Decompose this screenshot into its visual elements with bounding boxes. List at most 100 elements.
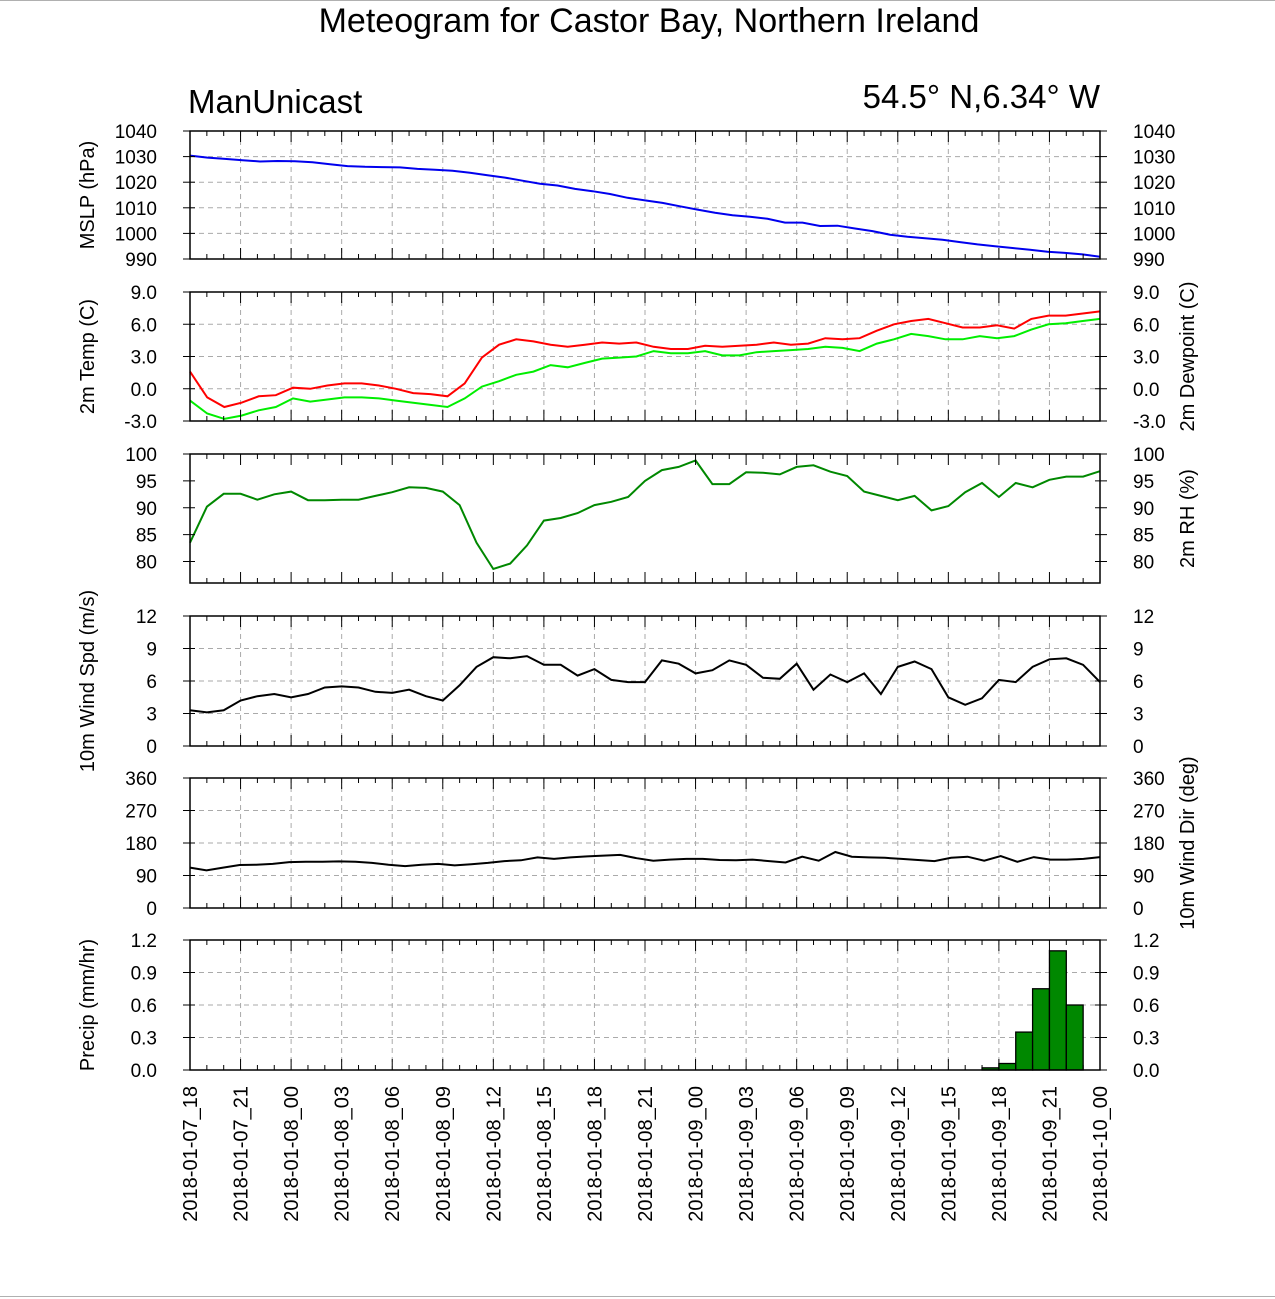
x-tick-label: 2018-01-08_12 xyxy=(483,1086,505,1222)
y-tick-label-right: 3.0 xyxy=(1133,348,1159,369)
x-tick-label: 2018-01-09_03 xyxy=(736,1086,758,1222)
y-tick-label-right: 0.0 xyxy=(1133,1061,1159,1082)
y-tick-label-left: 95 xyxy=(136,472,157,493)
y-tick-label-left: -3.0 xyxy=(124,412,157,433)
x-tick-label: 2018-01-09_15 xyxy=(938,1086,960,1222)
y-tick-label-right: -3.0 xyxy=(1133,412,1166,433)
panel-frame xyxy=(189,453,1101,584)
panel-0: 990 990 1000 1000 1010 1010 1020 1020 1030 1030 10… xyxy=(77,122,1175,271)
precip-bar xyxy=(1048,950,1067,1071)
y-tick-label-right: 270 xyxy=(1133,802,1165,823)
y-tick-label-left: 6 xyxy=(146,672,157,693)
x-tick-label: 2018-01-09_21 xyxy=(1039,1086,1061,1222)
y-tick-label-right: 1040 xyxy=(1133,122,1175,143)
x-tick-label: 2018-01-08_18 xyxy=(584,1086,606,1222)
y-tick-label-right: 0.0 xyxy=(1133,380,1159,401)
y-tick-label-left: 90 xyxy=(136,867,157,888)
panel-3: 0 0 3 3 6 6 9 9 12 12 10m Wind Spd (m/s) xyxy=(77,590,1154,772)
x-tick-label: 2018-01-09_06 xyxy=(787,1086,809,1222)
y-tick-label-left: 0.0 xyxy=(131,380,157,401)
x-tick-labels: 2018-01-07_18 2018-01-07_21 2018-01-08_00 2… xyxy=(180,1086,1112,1222)
y-tick-label-right: 9.0 xyxy=(1133,283,1159,304)
panel-5: 0.0 0.0 0.3 0.3 0.6 0.6 0.9 0.9 1.2 1.2 Precip (mm… xyxy=(77,931,1159,1082)
x-tick-label: 2018-01-08_03 xyxy=(332,1086,354,1222)
window-bottom-edge xyxy=(0,1296,1275,1297)
y-tick-label-right: 12 xyxy=(1133,607,1154,628)
y-tick-label-right: 85 xyxy=(1133,526,1154,547)
panel-4: 0 0 90 90 180 180 270 270 360 360 10m Wind Dir (de… xyxy=(125,756,1199,929)
y-tick-label-left: 0.6 xyxy=(131,996,157,1017)
y-tick-label-left: 0.3 xyxy=(131,1029,157,1050)
x-tick-label: 2018-01-09_18 xyxy=(989,1086,1011,1222)
x-tick-label: 2018-01-10_00 xyxy=(1090,1086,1112,1222)
precip-bar xyxy=(1015,1031,1034,1071)
y-axis-label-left: 2m Temp (C) xyxy=(77,299,99,414)
x-tick-label: 2018-01-07_21 xyxy=(231,1086,253,1222)
y-axis-label-left: 10m Wind Spd (m/s) xyxy=(77,590,99,772)
y-tick-label-left: 90 xyxy=(136,499,157,520)
precip-bar xyxy=(1031,988,1051,1071)
y-tick-label-left: 0 xyxy=(146,737,157,758)
y-tick-label-right: 1000 xyxy=(1133,224,1175,245)
y-tick-label-left: 270 xyxy=(125,802,157,823)
window-top-edge xyxy=(0,0,1275,1)
y-axis-label-right: 2m Dewpoint (C) xyxy=(1177,281,1199,431)
y-tick-label-left: 0.0 xyxy=(131,1061,157,1082)
series-line-0 xyxy=(189,310,1101,409)
x-tick-label: 2018-01-08_21 xyxy=(635,1086,657,1222)
y-tick-label-left: 1020 xyxy=(115,173,157,194)
location-label: 54.5° N,6.34° W xyxy=(863,78,1101,115)
y-tick-label-right: 6.0 xyxy=(1133,315,1159,336)
y-tick-label-right: 0 xyxy=(1133,899,1144,920)
precip-bar xyxy=(1065,1004,1084,1071)
x-tick-label: 2018-01-09_00 xyxy=(686,1086,708,1222)
y-tick-label-right: 0.6 xyxy=(1133,996,1159,1017)
panel-1: -3.0 -3.0 0.0 0.0 3.0 3.0 6.0 6.0 9.0 9.0 2m Temp … xyxy=(77,281,1199,433)
y-tick-label-left: 9.0 xyxy=(131,283,157,304)
y-tick-label-left: 1030 xyxy=(115,148,157,169)
model-label: ManUnicast xyxy=(188,83,362,120)
y-tick-label-right: 180 xyxy=(1133,834,1165,855)
x-tick-label: 2018-01-09_09 xyxy=(837,1086,859,1222)
y-tick-label-left: 6.0 xyxy=(131,315,157,336)
chart-title: Meteogram for Castor Bay, Northern Irela… xyxy=(319,2,980,40)
y-tick-label-right: 80 xyxy=(1133,553,1154,574)
y-tick-label-right: 90 xyxy=(1133,499,1154,520)
y-tick-label-left: 3 xyxy=(146,705,157,726)
y-tick-label-left: 0.9 xyxy=(131,964,157,985)
series-line-0 xyxy=(189,655,1101,714)
x-tick-label: 2018-01-08_06 xyxy=(382,1086,404,1222)
y-tick-label-left: 100 xyxy=(125,445,157,466)
y-tick-label-right: 1030 xyxy=(1133,148,1175,169)
y-tick-label-right: 100 xyxy=(1133,445,1165,466)
y-tick-label-left: 9 xyxy=(146,640,157,661)
y-tick-label-left: 85 xyxy=(136,526,157,547)
y-axis-label-right: 2m RH (%) xyxy=(1177,469,1199,568)
y-tick-label-right: 3 xyxy=(1133,705,1144,726)
y-tick-label-left: 180 xyxy=(125,834,157,855)
y-tick-label-left: 1010 xyxy=(115,199,157,220)
y-tick-label-right: 1010 xyxy=(1133,199,1175,220)
x-tick-label: 2018-01-08_00 xyxy=(281,1086,303,1222)
y-tick-label-right: 360 xyxy=(1133,769,1165,790)
y-tick-label-left: 0 xyxy=(146,899,157,920)
y-tick-label-right: 1.2 xyxy=(1133,931,1159,952)
y-axis-label-right: 10m Wind Dir (deg) xyxy=(1177,756,1199,929)
x-tick-label: 2018-01-07_18 xyxy=(180,1086,202,1222)
panel-2: 80 80 85 85 90 90 95 95 100 100 2m RH (%) xyxy=(125,445,1199,584)
y-tick-label-left: 990 xyxy=(125,250,157,271)
x-tick-label: 2018-01-08_15 xyxy=(534,1086,556,1222)
y-tick-label-right: 0 xyxy=(1133,737,1144,758)
y-tick-label-right: 6 xyxy=(1133,672,1144,693)
series-line-1 xyxy=(189,317,1101,420)
y-tick-label-right: 1020 xyxy=(1133,173,1175,194)
y-tick-label-left: 12 xyxy=(136,607,157,628)
y-tick-label-left: 1.2 xyxy=(131,931,157,952)
y-tick-label-right: 990 xyxy=(1133,250,1165,271)
y-tick-label-left: 3.0 xyxy=(131,348,157,369)
y-axis-label-left: Precip (mm/hr) xyxy=(77,939,99,1071)
y-tick-label-right: 90 xyxy=(1133,867,1154,888)
y-axis-label-left: MSLP (hPa) xyxy=(77,141,99,250)
